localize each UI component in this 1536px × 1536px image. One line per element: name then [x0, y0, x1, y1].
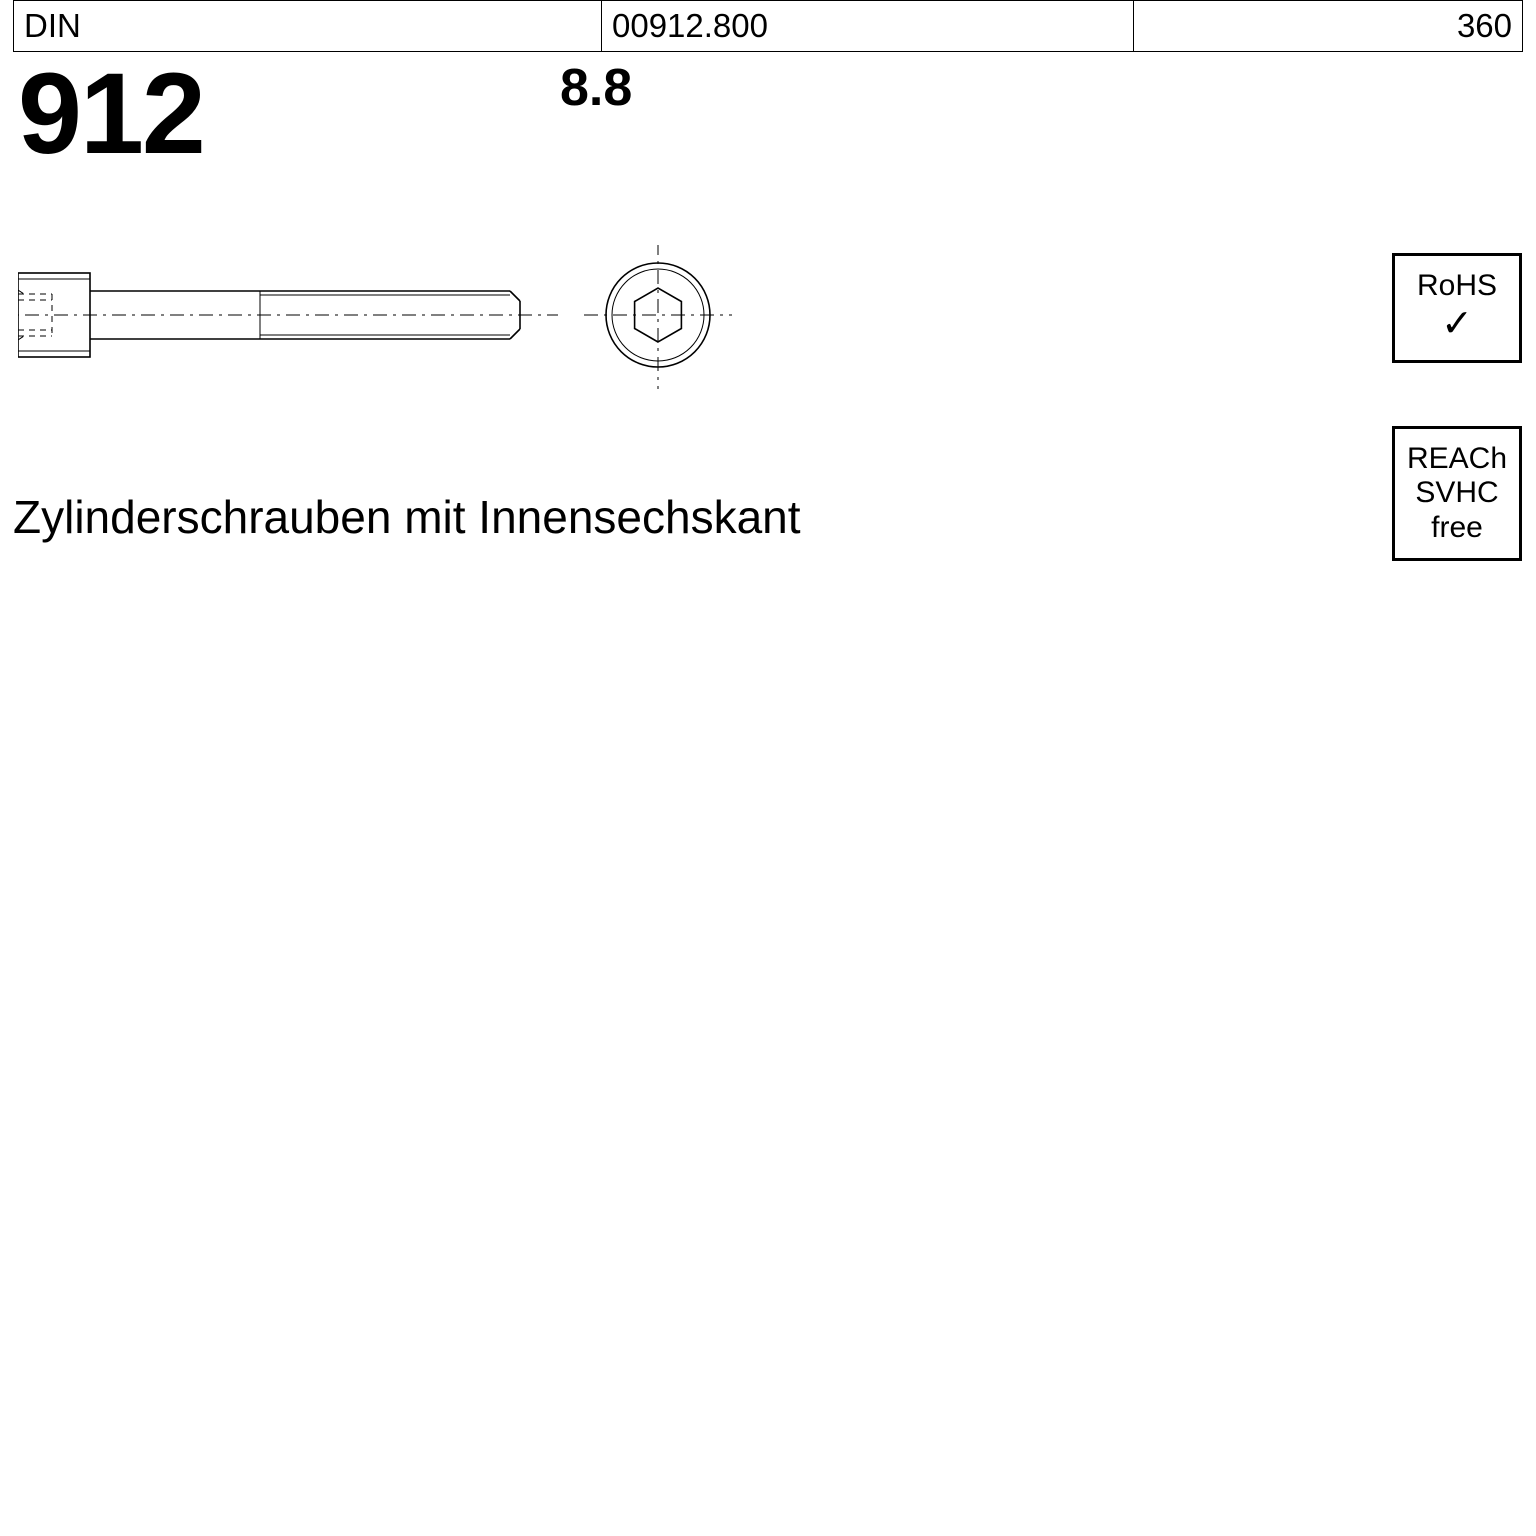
- reach-line2: SVHC: [1415, 476, 1498, 511]
- bolt-diagram: [18, 245, 868, 415]
- din-number: 912: [18, 48, 204, 180]
- header-page-cell: 360: [1133, 0, 1523, 52]
- header-article-code: 00912.800: [612, 7, 768, 45]
- strength-grade: 8.8: [560, 58, 632, 118]
- header-standard-label: DIN: [24, 7, 81, 45]
- reach-badge: REACh SVHC free: [1392, 426, 1522, 561]
- reach-line1: REACh: [1407, 442, 1507, 477]
- product-description: Zylinderschrauben mit Innensechskant: [13, 490, 801, 544]
- header-article-cell: 00912.800: [601, 0, 1133, 52]
- rohs-badge: RoHS ✓: [1392, 253, 1522, 363]
- rohs-label: RoHS: [1417, 269, 1497, 304]
- header-page-number: 360: [1457, 7, 1512, 45]
- header-standard-cell: DIN: [13, 0, 601, 52]
- header-row: DIN 00912.800 360: [13, 0, 1523, 52]
- reach-line3: free: [1431, 511, 1483, 546]
- datasheet: DIN 00912.800 360 912 8.8 RoHS ✓ REACh S…: [0, 0, 1536, 1536]
- check-icon: ✓: [1441, 303, 1473, 347]
